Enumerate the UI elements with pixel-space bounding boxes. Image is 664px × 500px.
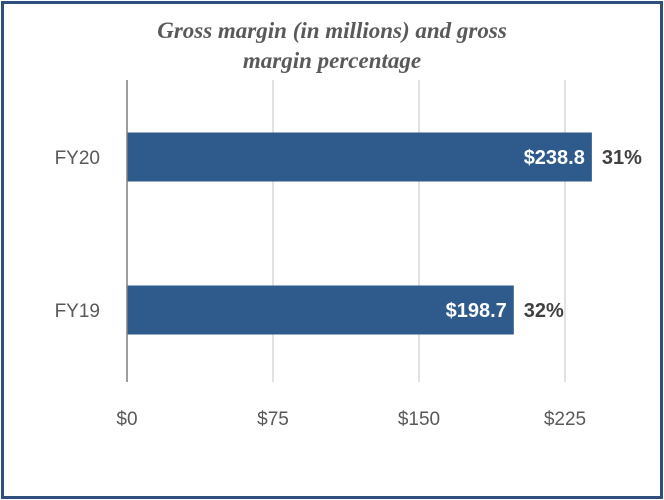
data-labels: $238.8 31% $198.7 32%	[446, 147, 642, 322]
x-tick-label: $0	[116, 409, 137, 430]
x-tick-label: $150	[398, 409, 440, 430]
bar-value-label: $238.8	[524, 147, 585, 169]
percent-label: 32%	[524, 300, 564, 322]
percent-label: 31%	[602, 147, 642, 169]
category-label: FY20	[55, 148, 100, 169]
bar	[127, 132, 592, 182]
x-tick-label: $225	[544, 409, 586, 430]
category-labels: FY20 FY19	[55, 148, 100, 322]
bars	[127, 132, 592, 335]
x-tick-label: $75	[257, 409, 289, 430]
x-tick-labels: $0 $75 $150 $225	[116, 409, 586, 430]
chart-title-line-2: margin percentage	[242, 48, 422, 73]
gridlines	[272, 80, 566, 382]
chart-title: Gross margin (in millions) and gross mar…	[0, 16, 664, 76]
chart-title-line-1: Gross margin (in millions) and gross	[157, 18, 507, 43]
bar	[127, 285, 514, 335]
category-label: FY19	[55, 301, 100, 322]
bar-value-label: $198.7	[446, 300, 507, 322]
